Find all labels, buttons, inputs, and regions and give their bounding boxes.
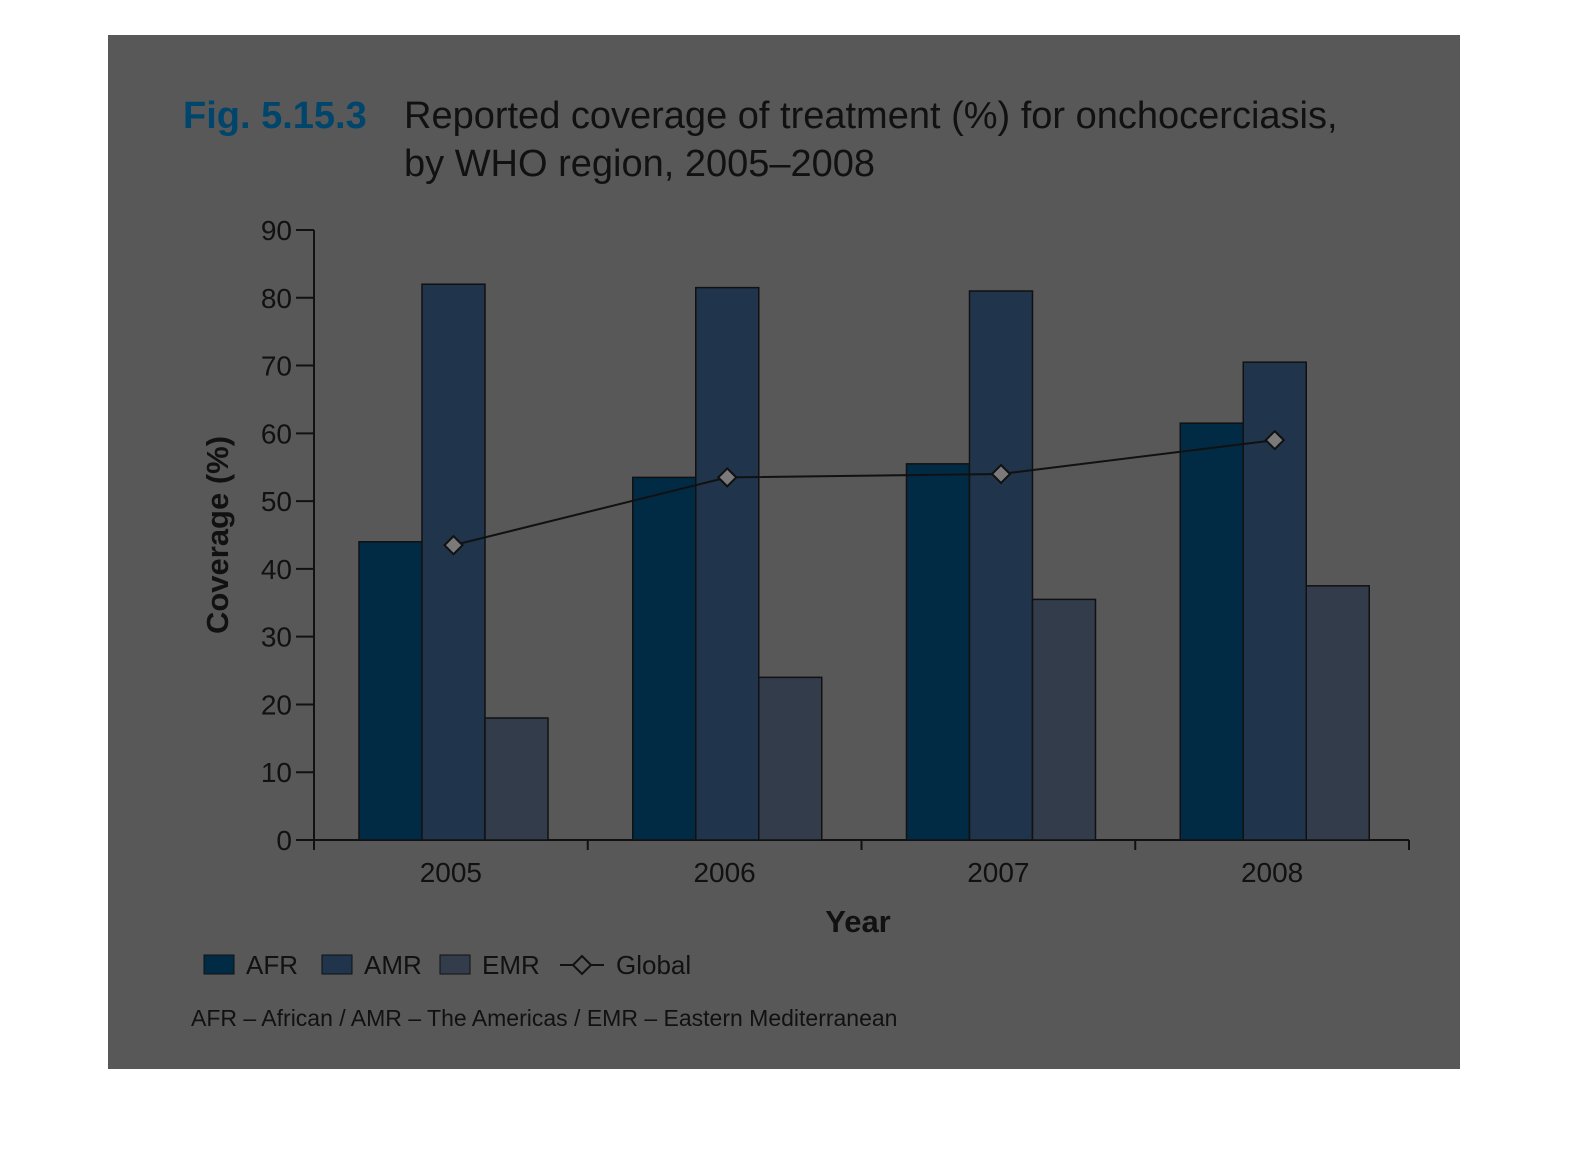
y-tick-label: 0 — [276, 825, 292, 856]
bar-afr-2006 — [632, 476, 697, 841]
global-point-2006 — [716, 466, 738, 488]
y-tick-label: 80 — [261, 283, 292, 314]
x-tick-label: 2006 — [693, 857, 755, 888]
global-point-2005 — [443, 534, 464, 556]
x-tick-label: 2007 — [967, 857, 1029, 888]
bar-amr-2007 — [968, 290, 1034, 841]
y-tick-label: 60 — [261, 418, 292, 449]
y-axis-title: Coverage (%) — [200, 436, 235, 634]
bar-emr-2008 — [1305, 585, 1370, 841]
y-tick-label: 20 — [261, 689, 292, 720]
figure-title-line1: Reported coverage of treatment (%) for o… — [404, 95, 1338, 137]
figure-number: Fig. 5.15.3 — [183, 95, 367, 137]
legend-label-global: Global — [616, 950, 691, 980]
legend-marker-global — [571, 954, 593, 976]
x-ticks: 2005 2006 2007 2008 — [313, 840, 1410, 888]
figure-title-line2: by WHO region, 2005–2008 — [404, 143, 875, 185]
y-tick-label: 30 — [261, 622, 292, 653]
global-point-2007 — [990, 463, 1012, 485]
global-line-series — [443, 429, 1286, 556]
y-ticks: 0 10 20 30 40 50 60 70 80 90 — [261, 215, 314, 856]
bar-emr-2006 — [758, 676, 823, 841]
bar-afr-2005 — [358, 541, 423, 841]
bar-emr-2007 — [1031, 598, 1097, 841]
bar-afr-2008 — [1179, 422, 1244, 841]
legend-label-amr: AMR — [364, 950, 422, 980]
legend-swatch-emr — [439, 954, 471, 975]
x-axis-title: Year — [825, 904, 891, 939]
footnote: AFR – African / AMR – The Americas / EMR… — [191, 1005, 897, 1031]
y-tick-label: 90 — [261, 215, 292, 246]
x-tick-label: 2008 — [1241, 857, 1303, 888]
legend: AFR AMR EMR Global — [203, 950, 691, 980]
bar-amr-2006 — [695, 286, 760, 841]
y-tick-label: 50 — [261, 486, 292, 517]
bar-afr-2007 — [905, 463, 971, 841]
legend-label-emr: EMR — [482, 950, 540, 980]
bars — [358, 283, 1370, 841]
y-tick-label: 40 — [261, 554, 292, 585]
y-tick-label: 70 — [261, 351, 292, 382]
legend-label-afr: AFR — [246, 950, 298, 980]
bar-amr-2005 — [421, 283, 486, 841]
y-tick-label: 10 — [261, 757, 292, 788]
global-line-path — [453, 439, 1275, 547]
x-tick-label: 2005 — [420, 857, 482, 888]
global-point-2008 — [1264, 429, 1286, 451]
legend-swatch-amr — [321, 954, 353, 975]
legend-swatch-afr — [203, 954, 235, 975]
bar-emr-2005 — [484, 717, 549, 841]
